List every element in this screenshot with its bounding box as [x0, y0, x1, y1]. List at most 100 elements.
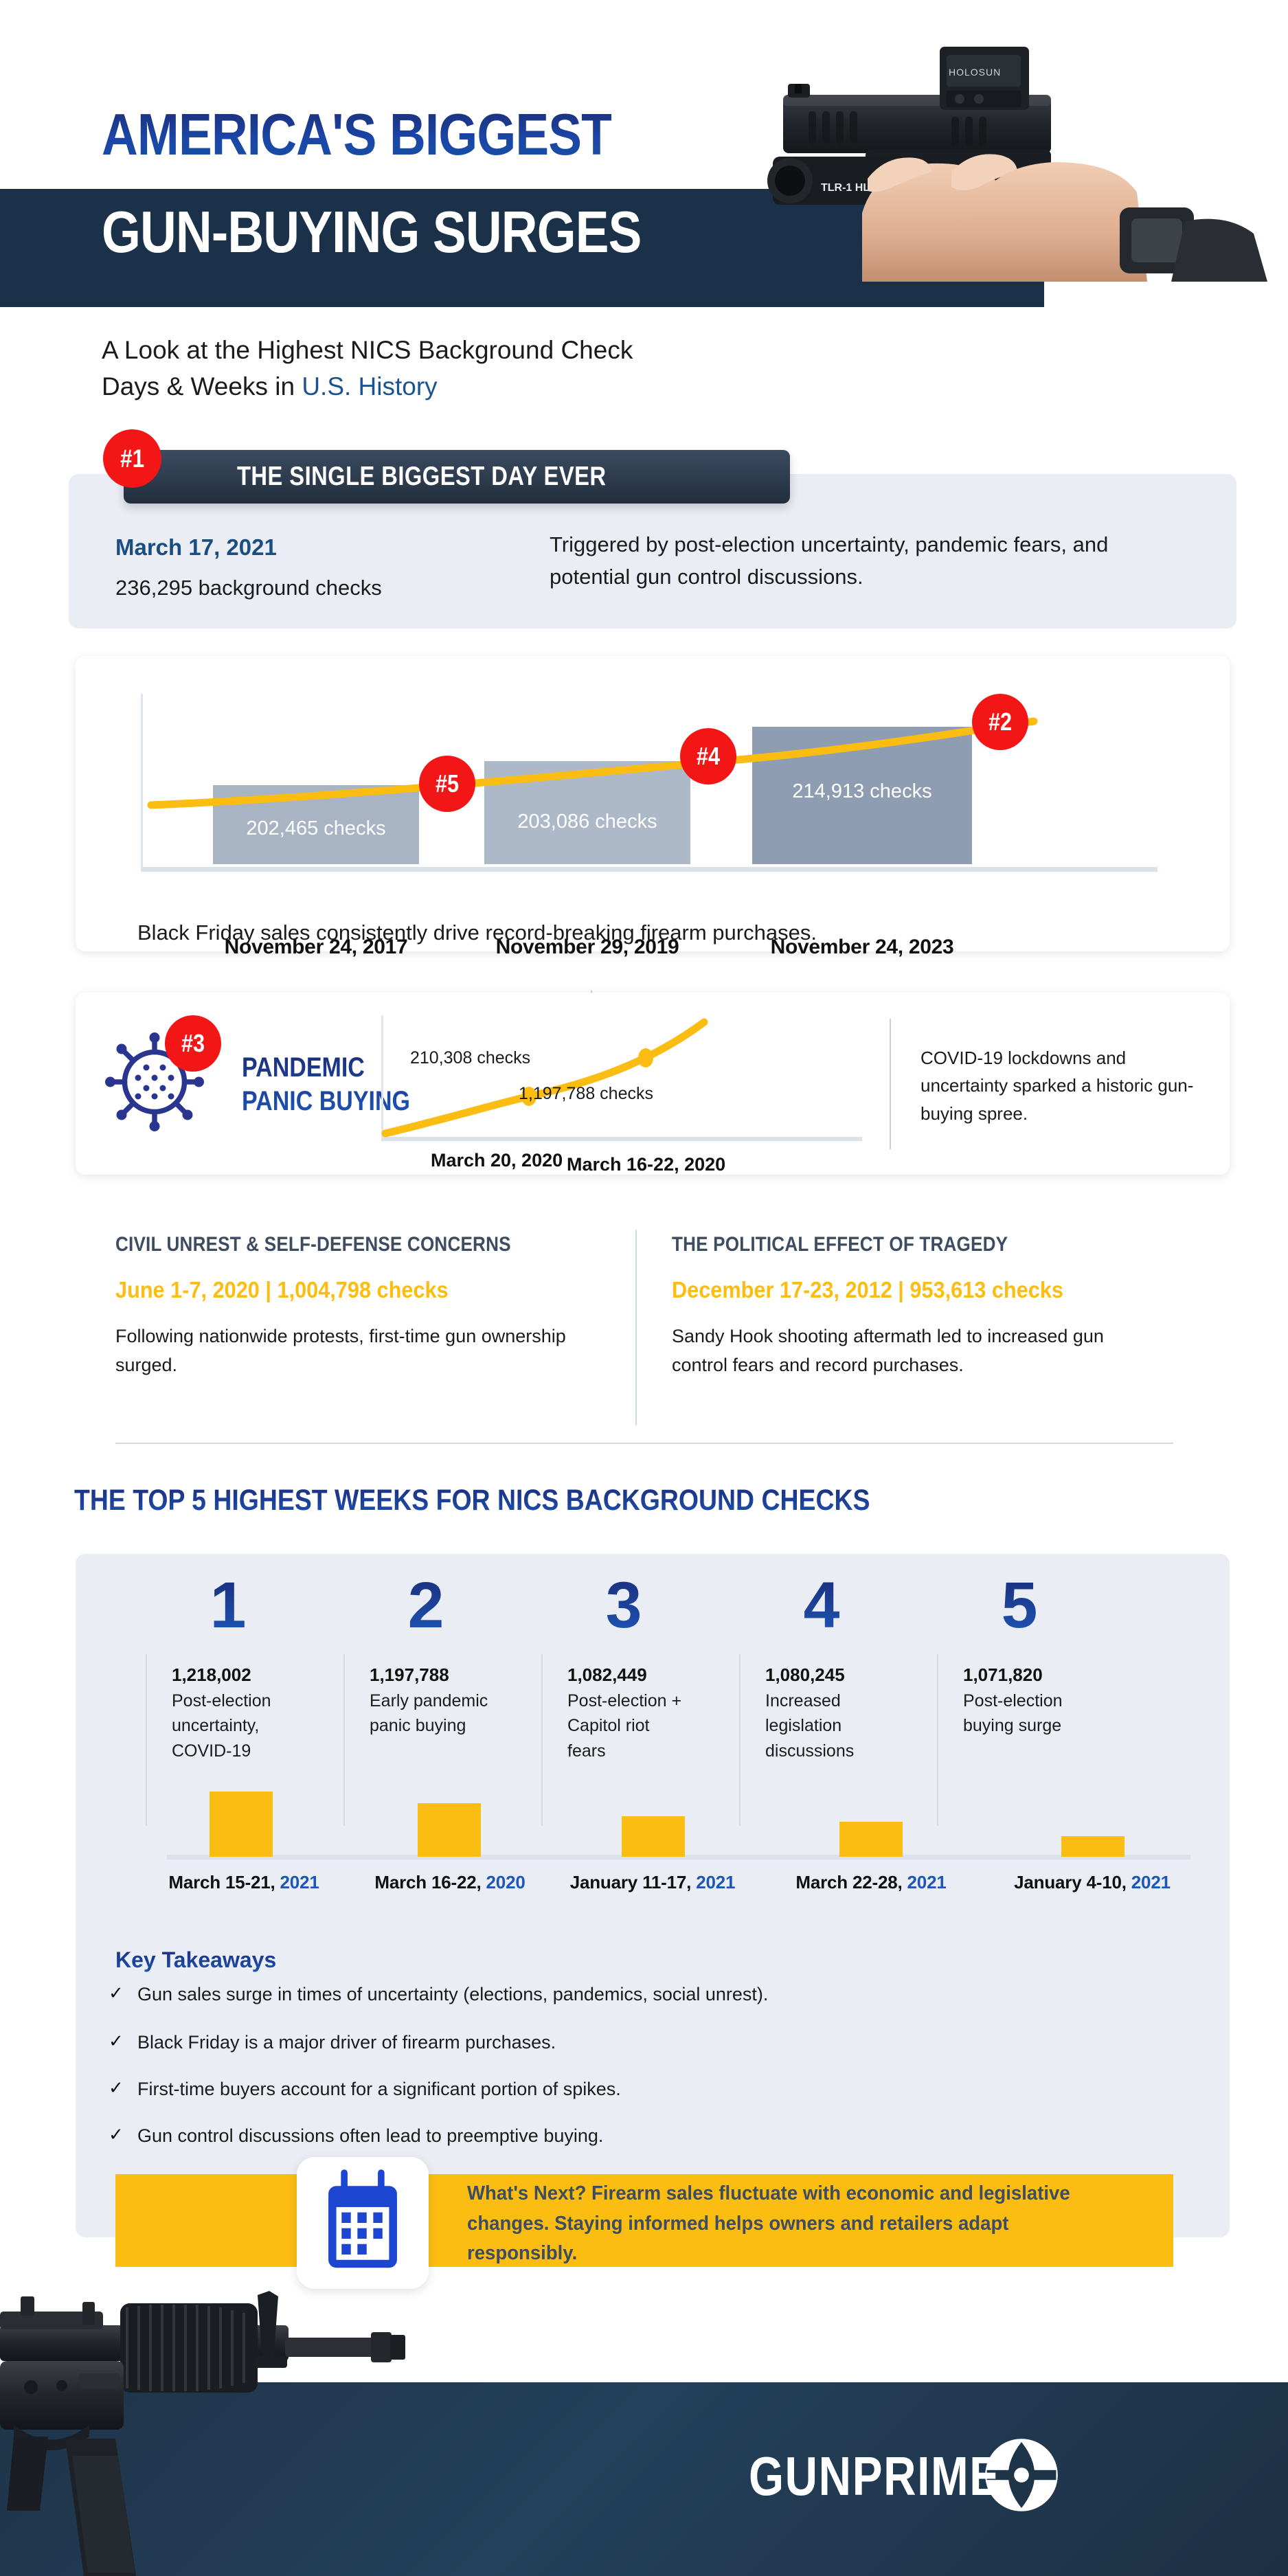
calendar-icon-box [297, 2157, 429, 2289]
top5-col-1: 1 [131, 1573, 326, 1638]
subtitle-line2: Days & Weeks in U.S. History [102, 369, 633, 405]
key-takeaway-item: ✓ First-time buyers account for a signif… [109, 2077, 621, 2100]
brand-name: GUNPRIME [749, 2445, 1001, 2507]
bar-label-1: 203,086 checks [517, 811, 657, 833]
divider [635, 1230, 637, 1425]
pandemic-card [76, 993, 1230, 1175]
svg-text:TLR-1 HL: TLR-1 HL [821, 182, 870, 194]
top5-reason-4: Increased legislation discussions [765, 1691, 855, 1761]
pandemic-plot: 210,308 checks 1,197,788 checks March 20… [381, 1015, 862, 1175]
key-takeaway-item: ✓ Black Friday is a major driver of fire… [109, 2031, 556, 2053]
top5-value-3: 1,082,449 [567, 1664, 647, 1685]
top5-bar-1 [210, 1792, 273, 1857]
biggest-day-heading: THE SINGLE BIGGEST DAY EVER [237, 462, 607, 491]
column-separator [146, 1654, 147, 1826]
top5-bar-3 [622, 1816, 685, 1857]
column-stat: June 1-7, 2020 | 1,004,798 checks [115, 1277, 449, 1302]
check-icon: ✓ [109, 2124, 124, 2145]
pandemic-x-label-0: March 20, 2020 [431, 1150, 563, 1171]
top5-rank: 5 [922, 1573, 1117, 1638]
top5-reason-2: Early pandemic panic buying [370, 1691, 488, 1736]
column-heading: CIVIL UNREST & SELF-DEFENSE CONCERNS [115, 1233, 511, 1256]
top5-x-label-2: March 16-22, 2020 [374, 1872, 526, 1893]
top5-x-label-3: January 11-17, 2021 [569, 1872, 736, 1893]
horizontal-rule [115, 1443, 1173, 1444]
x-label-0: November 24, 2017 [224, 936, 408, 958]
column-political-effect: THE POLITICAL EFFECT OF TRAGEDY December… [672, 1233, 1153, 1380]
key-takeaways-title: Key Takeaways [115, 1947, 277, 1972]
black-friday-chart-card: 202,465 checks 203,086 checks 214,913 ch… [76, 656, 1230, 958]
column-description: Sandy Hook shooting aftermath led to inc… [672, 1326, 1104, 1375]
top5-reason-5: Post-election buying surge [963, 1691, 1063, 1736]
biggest-day-date: March 17, 2021 [115, 534, 277, 560]
biggest-day-description: Triggered by post-election uncertainty, … [550, 532, 1109, 589]
top5-reason-3: Post-election + Capitol riot fears [567, 1691, 682, 1761]
column-separator [739, 1654, 741, 1826]
key-takeaway-text: Black Friday is a major driver of firear… [137, 2032, 556, 2053]
footer-logo[interactable]: GUNPRIME [749, 2432, 1257, 2521]
whats-next-banner [115, 2174, 1173, 2267]
black-friday-note: Black Friday sales consistently drive re… [137, 920, 817, 945]
top5-value-2: 1,197,788 [370, 1664, 449, 1685]
top5-card [76, 1554, 1230, 2237]
top5-bar-2 [418, 1803, 481, 1857]
top5-value-5: 1,071,820 [963, 1664, 1043, 1685]
top5-heading: THE TOP 5 HIGHEST WEEKS FOR NICS BACKGRO… [74, 1484, 870, 1517]
top5-value-1: 1,218,002 [172, 1664, 251, 1685]
rank-badge-1: #1 [103, 429, 161, 488]
calendar-icon [328, 2169, 397, 2268]
key-takeaway-item: ✓ Gun control discussions often lead to … [109, 2124, 604, 2147]
top5-rank: 1 [131, 1573, 326, 1638]
y-axis [381, 1015, 383, 1139]
page-title-line2: GUN-BUYING SURGES [102, 200, 642, 265]
top5-value-4: 1,080,245 [765, 1664, 845, 1685]
pandemic-value-0: 210,308 checks [410, 1048, 531, 1067]
black-friday-plot: 202,465 checks 203,086 checks 214,913 ch… [141, 694, 1157, 958]
header: HOLOSUN TLR-1 HL AMERICA'S BIGGEST GUN-B… [0, 0, 1288, 323]
divider [890, 1019, 891, 1149]
top5-x-label-4: March 22-28, 2021 [795, 1872, 947, 1893]
rank-badge-4: #4 [680, 728, 736, 784]
check-icon: ✓ [109, 2031, 124, 2051]
column-civil-unrest: CIVIL UNREST & SELF-DEFENSE CONCERNS Jun… [115, 1233, 596, 1380]
y-axis [141, 694, 143, 869]
biggest-day-heading-pill: THE SINGLE BIGGEST DAY EVER [124, 450, 790, 504]
footer-rifle-photo [0, 2284, 687, 2576]
top5-bar-5 [1061, 1836, 1125, 1857]
top5-rank: 2 [328, 1573, 523, 1638]
column-stat: December 17-23, 2012 | 953,613 checks [672, 1277, 1063, 1302]
top5-x-axis [167, 1855, 1190, 1860]
x-axis [381, 1137, 862, 1141]
check-icon: ✓ [109, 1982, 124, 2003]
top5-rank: 4 [724, 1573, 919, 1638]
top5-rank: 3 [526, 1573, 721, 1638]
top5-col-4: 4 [724, 1573, 919, 1638]
pandemic-line [381, 1018, 708, 1138]
whats-next-text: What's Next? Firearm sales fluctuate wit… [467, 2182, 1070, 2264]
column-description: Following nationwide protests, first-tim… [115, 1326, 566, 1375]
rank-badge-5: #5 [419, 756, 475, 812]
us-history-link[interactable]: U.S. History [302, 372, 438, 400]
top5-bar-4 [839, 1822, 903, 1857]
x-axis [141, 867, 1157, 872]
crosshair-circle-icon [980, 2434, 1063, 2520]
two-column-section: CIVIL UNREST & SELF-DEFENSE CONCERNS Jun… [115, 1233, 1173, 1432]
bar-label-0: 202,465 checks [246, 817, 386, 839]
x-label-1: November 29, 2019 [495, 936, 679, 958]
column-separator [541, 1654, 543, 1826]
footer-band [0, 2382, 1288, 2576]
hero-pistol-photo: HOLOSUN TLR-1 HL [745, 7, 1288, 282]
top5-col-5: 5 [922, 1573, 1117, 1638]
key-takeaway-text: Gun control discussions often lead to pr… [137, 2125, 604, 2146]
bar-label-2: 214,913 checks [792, 780, 932, 802]
column-heading: THE POLITICAL EFFECT OF TRAGEDY [672, 1233, 1008, 1256]
top5-reason-1: Post-election uncertainty, COVID-19 [172, 1691, 271, 1761]
pandemic-description: COVID-19 lockdowns and uncertainty spark… [920, 1048, 1194, 1124]
subtitle-line1: A Look at the Highest NICS Background Ch… [102, 336, 633, 364]
check-icon: ✓ [109, 2077, 124, 2098]
rank-badge-2: #2 [972, 694, 1028, 750]
svg-text:HOLOSUN: HOLOSUN [949, 67, 1001, 78]
x-label-2: November 24, 2023 [770, 936, 954, 958]
page-subtitle: A Look at the Highest NICS Background Ch… [102, 332, 633, 405]
pandemic-value-1: 1,197,788 checks [519, 1084, 653, 1103]
